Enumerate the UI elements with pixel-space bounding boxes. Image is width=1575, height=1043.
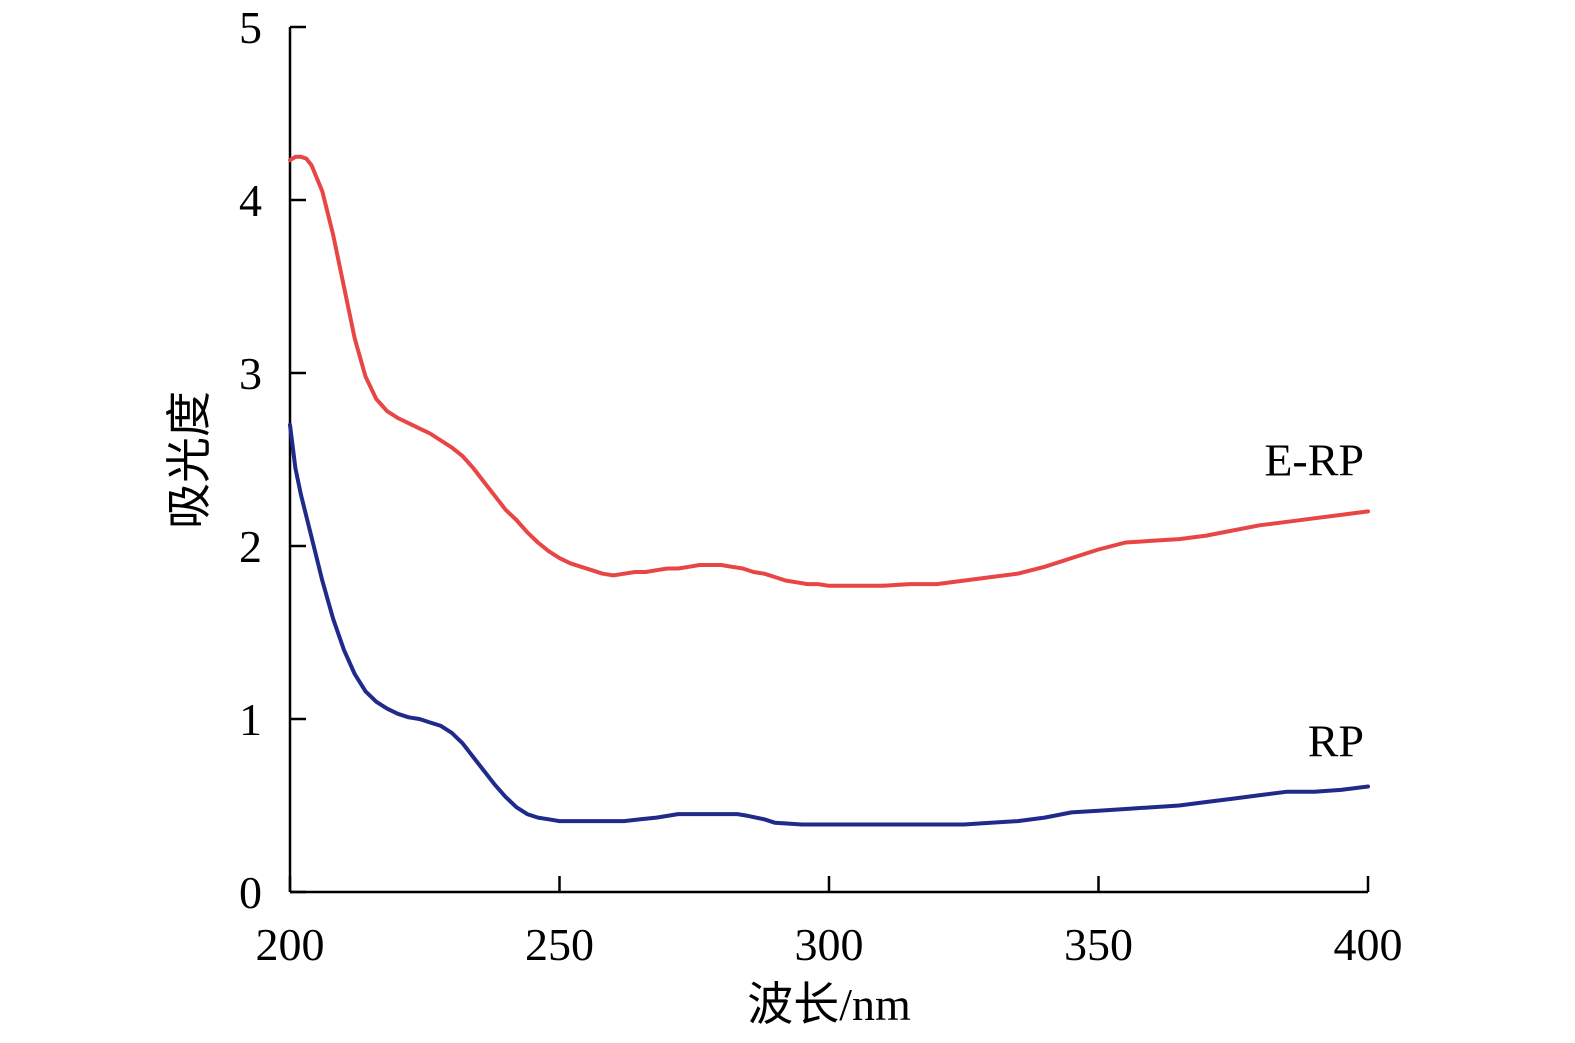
x-tick-label: 250 [525,919,594,970]
y-tick-label: 0 [239,867,262,918]
series-layer: E-RP RP [288,154,1370,827]
series-line-rp [288,422,1370,827]
x-tick-label: 200 [256,919,325,970]
y-tick-label: 2 [239,521,262,572]
y-tick-label: 4 [239,175,262,226]
y-axis-title: 吸光度 [164,391,215,529]
series-line-e-rp [288,154,1370,588]
y-tick-label: 1 [239,694,262,745]
y-tick-label: 5 [239,2,262,53]
y-tick-label: 3 [239,348,262,399]
x-tick-label: 300 [795,919,864,970]
series-label-e-rp: E-RP [1264,434,1364,485]
series-label-rp: RP [1308,715,1364,766]
x-tick-label: 350 [1064,919,1133,970]
x-tick-label: 400 [1334,919,1403,970]
axes: 0 1 2 3 4 5 200 250 300 350 400 [239,2,1403,970]
x-axis-title: 波长/nm [747,979,911,1030]
